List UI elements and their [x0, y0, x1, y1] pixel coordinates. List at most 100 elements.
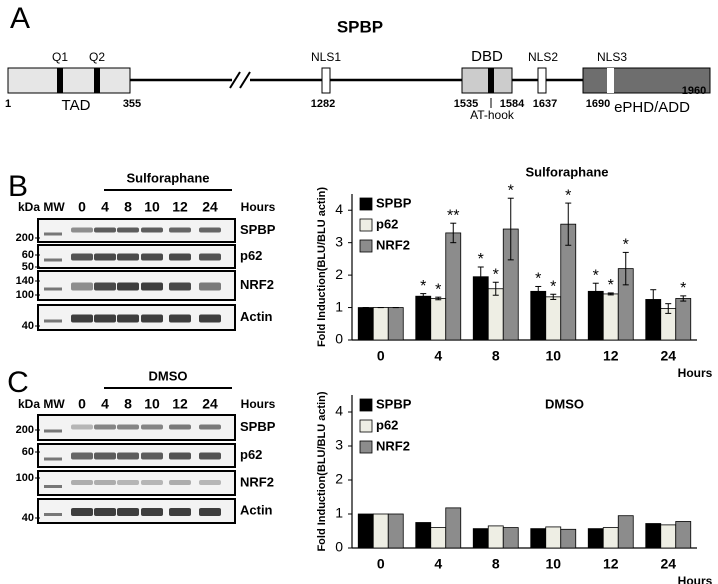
bar [530, 528, 547, 549]
y-tick-label: 0 [335, 539, 343, 555]
kda-label: kDa [18, 200, 40, 214]
residue-position: 1584 [500, 98, 525, 110]
legend-label: NRF2 [376, 237, 410, 252]
hours-label: Hours [241, 397, 276, 411]
x-tick-label: 4 [434, 556, 442, 572]
protein-band [199, 424, 221, 430]
significance-label: * [535, 271, 541, 288]
x-tick-label: 10 [545, 556, 561, 572]
y-tick-label: 3 [335, 233, 343, 249]
bar [545, 526, 562, 549]
protein-band [71, 452, 93, 460]
protein-band [71, 227, 93, 233]
lane-label: 24 [202, 396, 218, 412]
protein-band [169, 314, 191, 323]
bar [372, 307, 389, 341]
nls1-box [321, 67, 331, 94]
marker-label: 200 [16, 424, 34, 436]
bar [487, 288, 504, 341]
dbd-domain [461, 67, 513, 94]
x-tick-label: 24 [660, 348, 676, 364]
protein-band [94, 508, 116, 516]
protein-band [117, 253, 139, 261]
bar [415, 522, 432, 549]
lane-label: 4 [101, 199, 109, 215]
significance-label: * [420, 278, 426, 295]
x-tick-label: 8 [492, 556, 500, 572]
y-tick-label: 4 [335, 403, 343, 419]
residue-position: 355 [123, 98, 141, 110]
significance-label: * [593, 267, 599, 284]
bar [660, 524, 677, 549]
protein-band [71, 480, 93, 485]
diagram-title: SPBP [337, 17, 383, 36]
y-tick-label: 1 [335, 298, 343, 314]
legend-label: p62 [376, 216, 398, 231]
q1-box [57, 68, 63, 93]
mw-band [44, 319, 62, 323]
protein-band [94, 314, 116, 323]
protein-band [199, 480, 221, 485]
legend-swatch [359, 398, 373, 412]
mw-band [44, 485, 62, 488]
residue-position: 1282 [311, 98, 335, 110]
protein-band [94, 253, 116, 261]
marker-label: 40 [22, 512, 34, 524]
protein-band [141, 452, 163, 460]
protein-label: p62 [240, 248, 262, 263]
y-tick-label: 2 [335, 471, 343, 487]
protein-band [141, 282, 163, 291]
panel-label: C [7, 366, 29, 399]
protein-band [141, 480, 163, 485]
protein-band [169, 282, 191, 291]
bar [472, 528, 489, 549]
y-tick-label: 0 [335, 331, 343, 347]
panel-label: B [8, 170, 28, 203]
bar [502, 527, 519, 549]
protein-band [94, 227, 116, 233]
protein-band [199, 314, 221, 323]
bar [357, 513, 374, 549]
chart-title: DMSO [545, 396, 584, 411]
significance-label: * [680, 280, 686, 297]
legend-swatch [359, 218, 373, 232]
lane-label: 10 [144, 199, 160, 215]
domain-label: NLS1 [311, 50, 341, 64]
protein-label: Actin [240, 309, 273, 324]
significance-label: * [508, 182, 514, 199]
marker-label: 60 [22, 446, 34, 458]
residue-position: 1690 [586, 98, 610, 110]
protein-band [199, 452, 221, 460]
protein-label: NRF2 [240, 474, 274, 489]
protein-band [117, 508, 139, 516]
lane-label: 0 [78, 396, 86, 412]
legend-label: p62 [376, 417, 398, 432]
marker-label: 100 [16, 472, 34, 484]
protein-band [141, 424, 163, 430]
significance-label: * [550, 278, 556, 295]
protein-band [169, 424, 191, 430]
significance-label: * [478, 251, 484, 268]
residue-position: 1960 [682, 85, 706, 97]
y-axis-label: Fold Induction(BLU/BLU actin) [316, 391, 328, 551]
lane-label: 0 [78, 199, 86, 215]
lane-label: 12 [172, 199, 188, 215]
marker-label: 200 [16, 232, 34, 244]
legend-label: SPBP [376, 195, 412, 210]
significance-label: * [493, 266, 499, 283]
chart-title: Sulforaphane [525, 164, 608, 179]
bar [372, 513, 389, 549]
mw-band [44, 232, 62, 236]
marker-label: 50 [22, 261, 34, 273]
protein-band [117, 282, 139, 291]
protein-band [117, 314, 139, 323]
bar [487, 525, 504, 549]
protein-band [141, 314, 163, 323]
y-axis-label: Fold Induction(BLU/BLU actin) [316, 187, 328, 347]
legend-swatch [359, 440, 373, 454]
residue-position: 1535 [454, 98, 478, 110]
at-hook-box [488, 68, 494, 93]
x-tick-label: 8 [492, 348, 500, 364]
domain-label: NLS3 [597, 50, 627, 64]
y-tick-label: 4 [335, 201, 343, 217]
